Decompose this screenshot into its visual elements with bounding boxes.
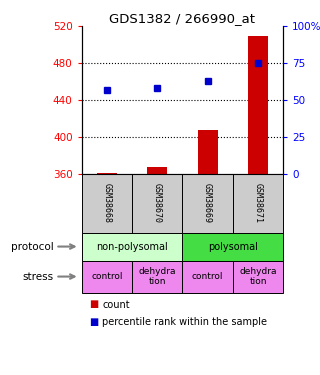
Title: GDS1382 / 266990_at: GDS1382 / 266990_at [109,12,255,25]
Text: stress: stress [22,272,53,282]
Bar [147,167,167,174]
Bar [132,261,182,292]
Bar [233,261,283,292]
Bar [182,261,233,292]
Text: GSM38670: GSM38670 [153,183,162,224]
Bar [132,174,182,232]
Text: GSM38668: GSM38668 [102,183,111,224]
Bar [248,36,268,174]
Text: GSM38669: GSM38669 [203,183,212,224]
Text: dehydra
tion: dehydra tion [239,267,277,286]
Text: protocol: protocol [11,242,53,252]
Bar [233,174,283,232]
Bar [197,130,218,174]
Text: ■: ■ [90,317,99,327]
Bar [97,172,117,174]
Text: percentile rank within the sample: percentile rank within the sample [102,317,268,327]
Text: control: control [192,272,223,281]
Text: count: count [102,300,130,309]
Text: dehydra
tion: dehydra tion [139,267,176,286]
Text: polysomal: polysomal [208,242,258,252]
Text: ■: ■ [90,300,99,309]
Text: GSM38671: GSM38671 [253,183,262,224]
Bar [82,174,132,232]
Bar [82,232,182,261]
Bar [182,232,283,261]
Bar [82,261,132,292]
Text: control: control [91,272,123,281]
Text: non-polysomal: non-polysomal [96,242,168,252]
Bar [182,174,233,232]
